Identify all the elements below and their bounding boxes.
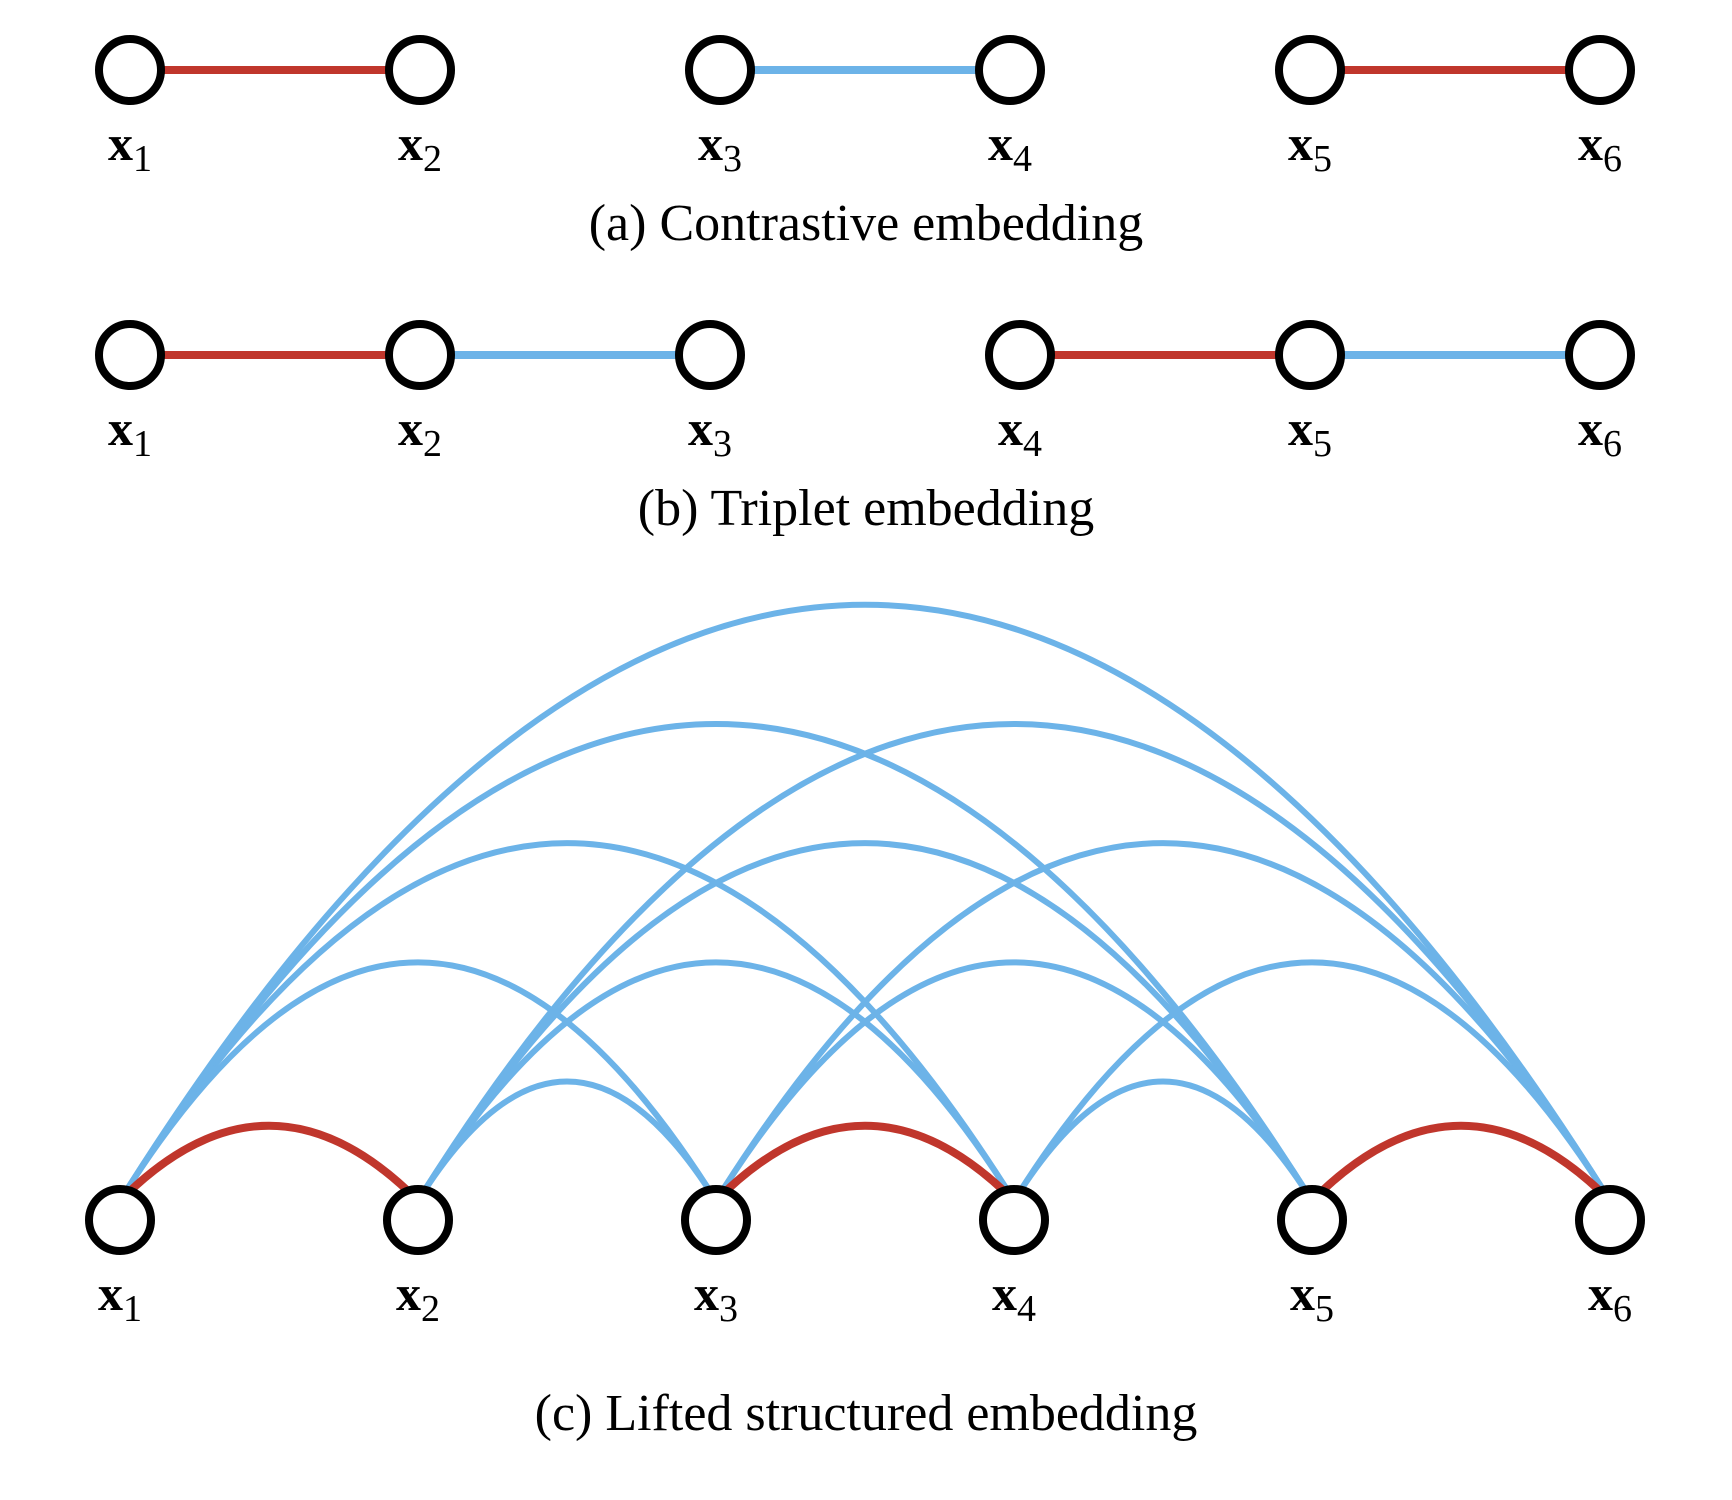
neg-edge-x4-x6 [1014, 962, 1610, 1200]
node-x6 [1575, 1185, 1645, 1255]
neg-edge-x1-x3 [120, 962, 716, 1200]
node-label-x1: x1 [60, 1264, 180, 1331]
node-label-x5: x5 [1252, 1264, 1372, 1331]
neg-edge-x2-x3 [418, 1082, 716, 1201]
node-label-x2: x2 [358, 1264, 478, 1331]
neg-edge-x2-x4 [418, 962, 1014, 1200]
node-x1 [85, 1185, 155, 1255]
node-x5 [1277, 1185, 1347, 1255]
node-label-x3: x3 [656, 1264, 776, 1331]
node-x3 [681, 1185, 751, 1255]
node-label-x6: x6 [1550, 1264, 1670, 1331]
neg-edge-x3-x5 [716, 962, 1312, 1200]
node-x4 [979, 1185, 1049, 1255]
node-x2 [383, 1185, 453, 1255]
node-label-x4: x4 [954, 1264, 1074, 1331]
figure-stage: x1x2x3x4x5x6 (a) Contrastive embedding x… [0, 0, 1732, 1500]
neg-edge-x4-x5 [1014, 1082, 1312, 1201]
panel-c-caption: (c) Lifted structured embedding [366, 1384, 1366, 1443]
neg-edge-x1-x6 [120, 605, 1610, 1201]
panel-c-edges [0, 0, 1732, 1500]
